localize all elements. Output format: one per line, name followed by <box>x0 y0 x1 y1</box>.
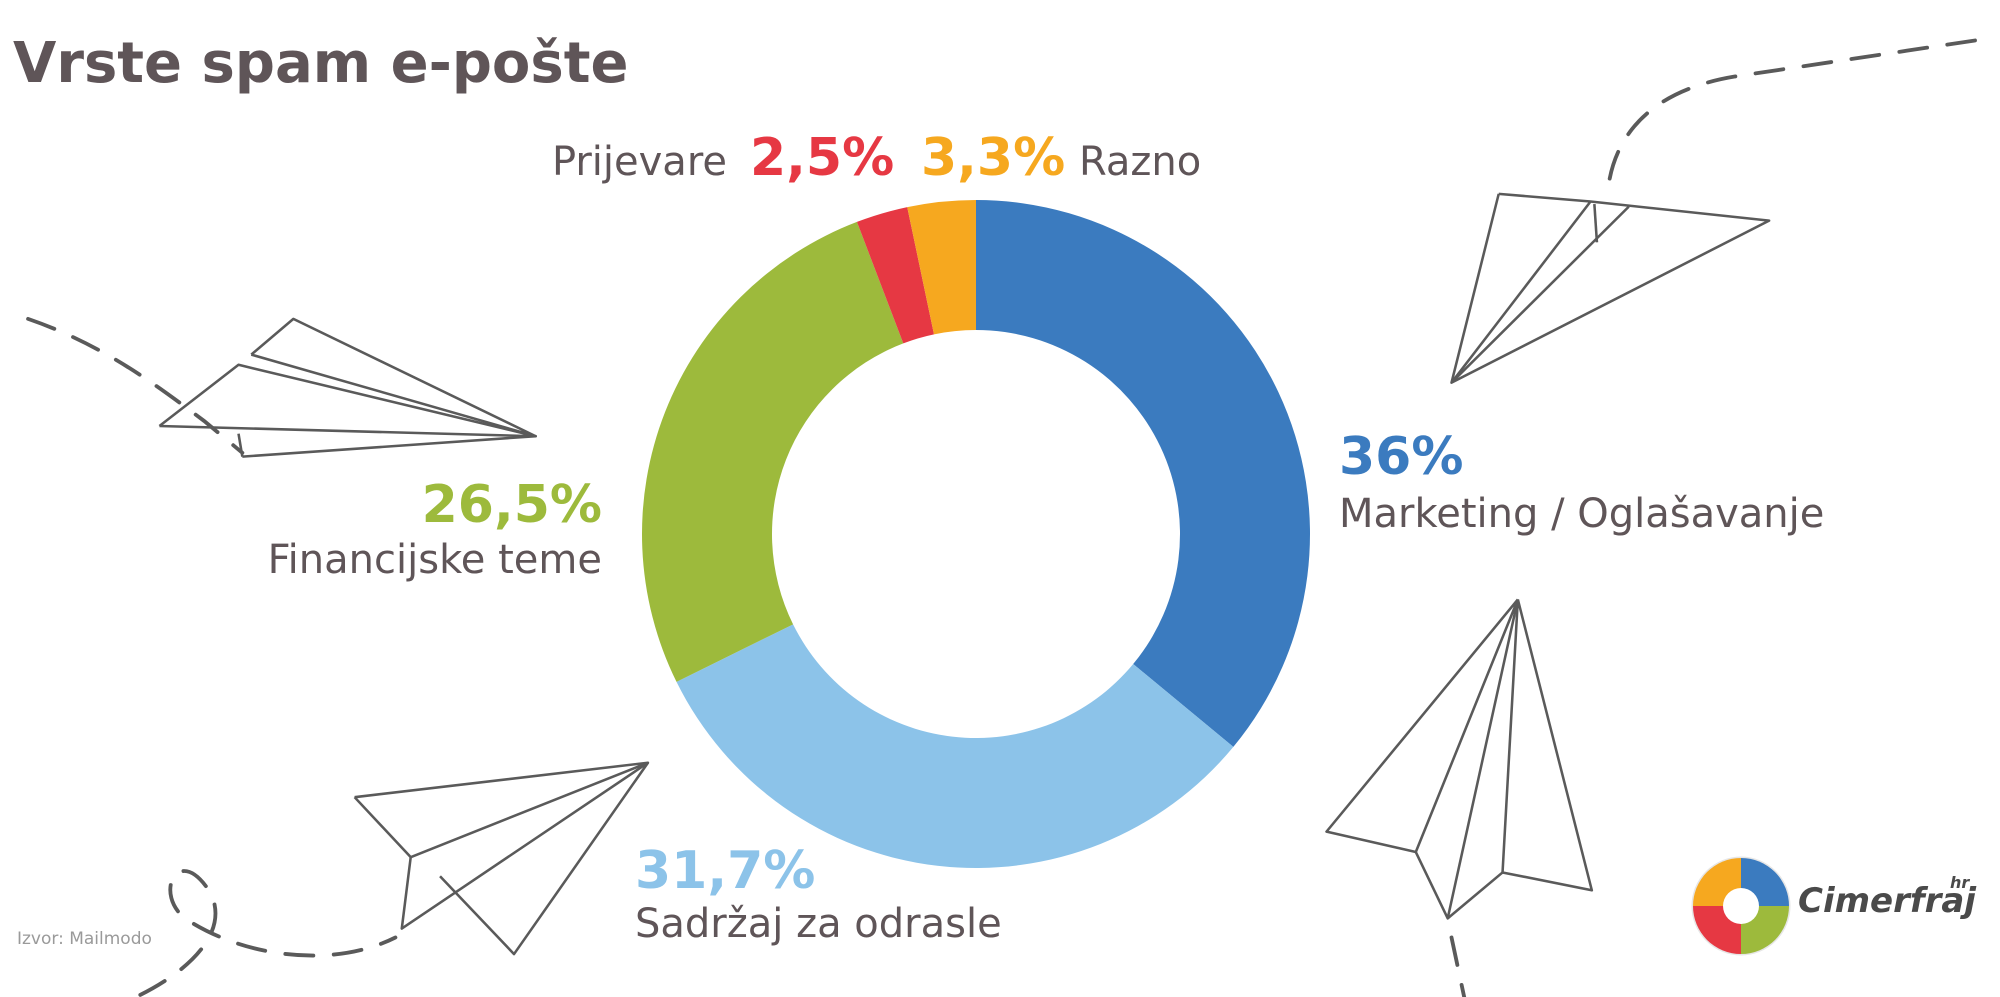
slice <box>642 221 904 682</box>
decoration <box>26 36 1992 997</box>
value-label: 2,5% <box>750 128 894 188</box>
category-label: Sadržaj za odrasle <box>635 901 1002 947</box>
source: Izvor: Mailmodo <box>17 929 152 949</box>
value-label: 31,7% <box>635 841 815 901</box>
value-label: 36% <box>1339 427 1463 487</box>
chart-title: Vrste spam e-pošte <box>13 31 628 96</box>
value-label: 26,5% <box>422 475 602 535</box>
logo-name: Cimerfraj <box>1798 881 1977 921</box>
logo-suffix: hr <box>1950 873 1970 892</box>
slice <box>856 207 935 344</box>
category-label: Marketing / Oglašavanje <box>1339 491 1824 537</box>
category-label: Razno <box>1079 139 1201 185</box>
slice <box>976 200 1311 747</box>
category-label: Financijske teme <box>268 537 602 583</box>
slice <box>907 200 976 335</box>
value-label: 3,3% <box>921 128 1065 188</box>
logo: Cimerfraj hr <box>1691 856 1977 956</box>
logo-center <box>1723 888 1759 924</box>
category-label: Prijevare <box>552 139 727 185</box>
slice <box>676 624 1234 868</box>
